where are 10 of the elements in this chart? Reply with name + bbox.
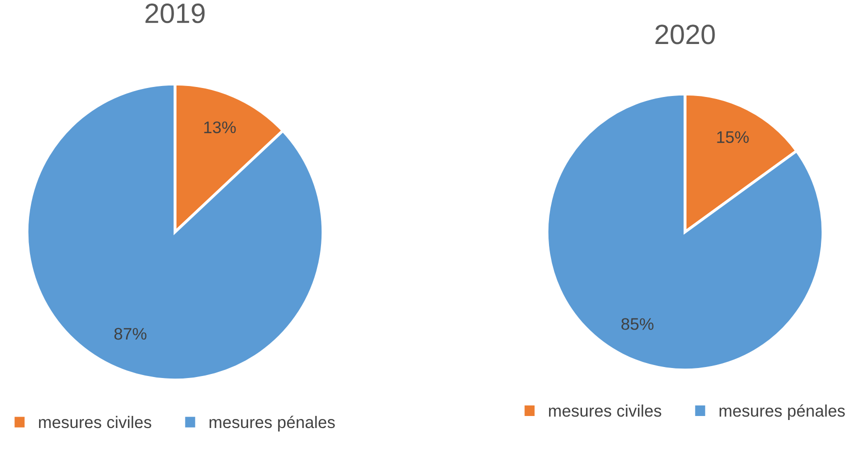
chart-title: 2020 (656, 24, 715, 44)
legend-label: mesures pénales (720, 404, 845, 420)
data-label: 13% (204, 121, 236, 134)
legend-label: mesures civiles (39, 416, 152, 428)
data-label: 85% (621, 318, 654, 330)
chart-title: 2019 (146, 3, 205, 24)
legend-label: mesures civiles (549, 404, 662, 417)
data-label: 87% (114, 328, 146, 340)
data-label: 15% (717, 131, 749, 144)
legend-label: mesures pénales (210, 416, 335, 432)
